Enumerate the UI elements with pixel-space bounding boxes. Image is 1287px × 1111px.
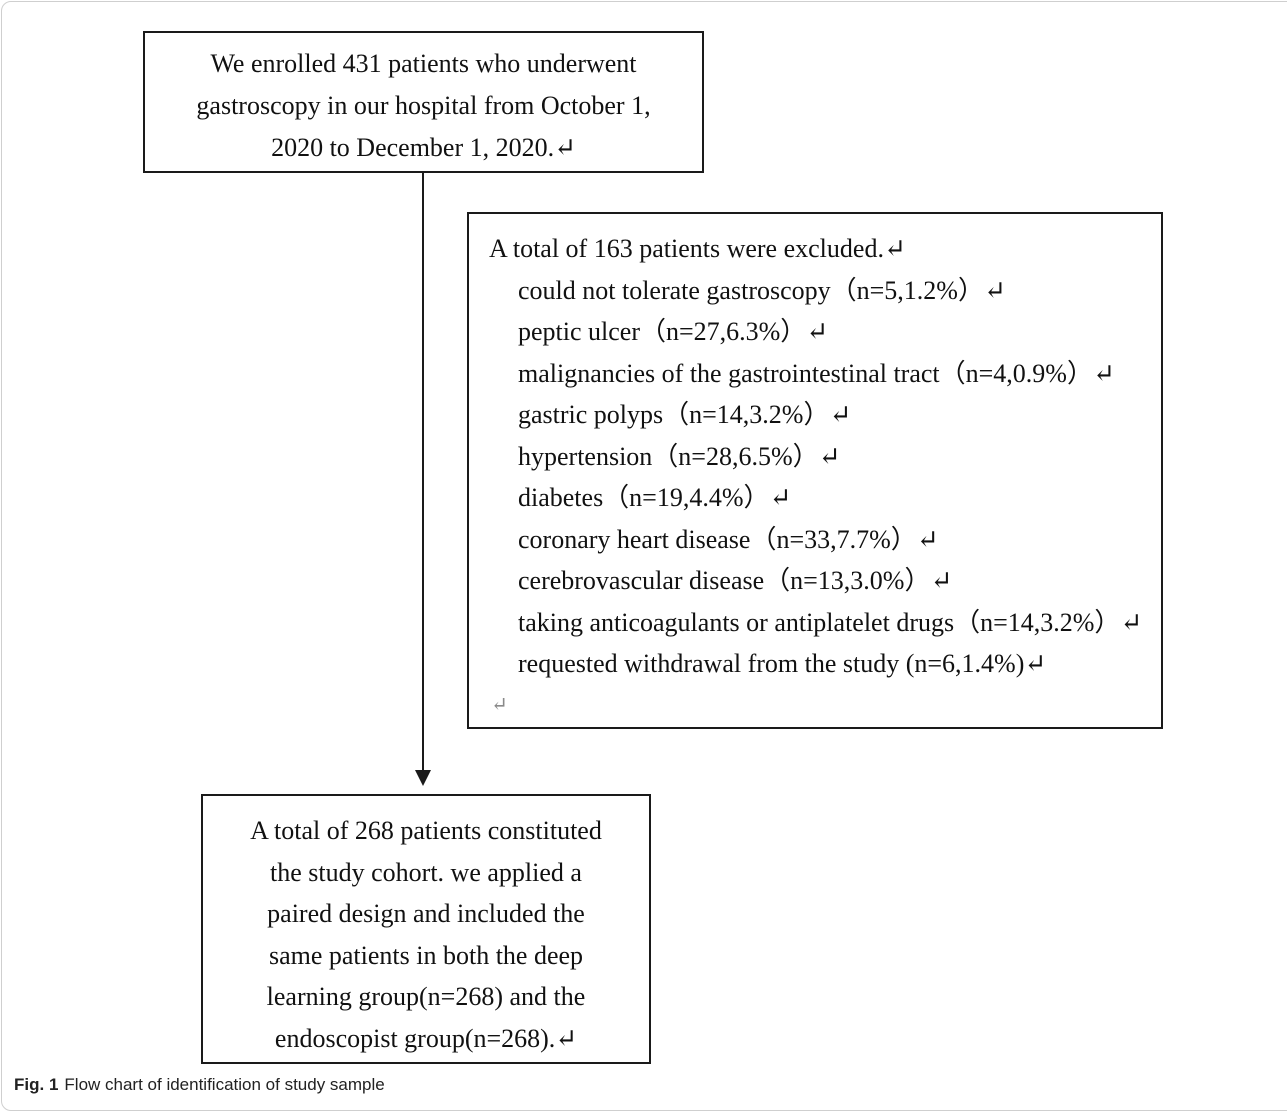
enrollment-line: gastroscopy in our hospital from October… (196, 91, 651, 120)
exclusion-item: malignancies of the gastrointestinal tra… (518, 358, 1115, 388)
cohort-line: A total of 268 patients constituted (250, 816, 602, 845)
enrollment-line: We enrolled 431 patients who underwent (210, 49, 637, 78)
exclusion-heading: A total of 163 patients were excluded.↵ (489, 234, 906, 263)
figure-caption: Fig. 1 Flow chart of identification of st… (14, 1075, 385, 1095)
exclusion-item: cerebrovascular disease（n=13,3.0%）↵ (518, 566, 953, 595)
figure-caption-text: Flow chart of identification of study sa… (64, 1075, 385, 1094)
enrollment-box: We enrolled 431 patients who underwent g… (143, 31, 704, 173)
cohort-line: paired design and included the (267, 899, 585, 928)
figure-label: Fig. 1 (14, 1075, 59, 1094)
flow-arrow-head (415, 770, 431, 786)
exclusion-box: A total of 163 patients were excluded.↵ … (467, 212, 1163, 729)
exclusion-item: diabetes（n=19,4.4%）↵ (518, 483, 792, 512)
cohort-line: the study cohort. we applied a (270, 857, 582, 887)
exclusion-item: could not tolerate gastroscopy（n=5,1.2%）… (518, 275, 1006, 305)
cohort-box: A total of 268 patients constituted the … (201, 794, 651, 1064)
exclusion-item: gastric polyps（n=14,3.2%）↵ (518, 400, 852, 429)
cohort-line: learning group(n=268) and the (266, 982, 586, 1011)
paragraph-mark: ↵ (491, 693, 508, 716)
exclusion-item: hypertension（n=28,6.5%）↵ (518, 441, 841, 471)
exclusion-item: peptic ulcer（n=27,6.3%）↵ (518, 317, 829, 346)
cohort-line: endoscopist group(n=268).↵ (274, 1023, 578, 1053)
enrollment-line: 2020 to December 1, 2020.↵ (271, 133, 576, 162)
flow-arrow-line (422, 173, 424, 776)
exclusion-item: taking anticoagulants or antiplatelet dr… (518, 607, 1143, 637)
cohort-line: same patients in both the deep (268, 940, 584, 970)
exclusion-item: requested withdrawal from the study (n=6… (518, 649, 1047, 678)
exclusion-item: coronary heart disease（n=33,7.7%）↵ (518, 524, 939, 554)
